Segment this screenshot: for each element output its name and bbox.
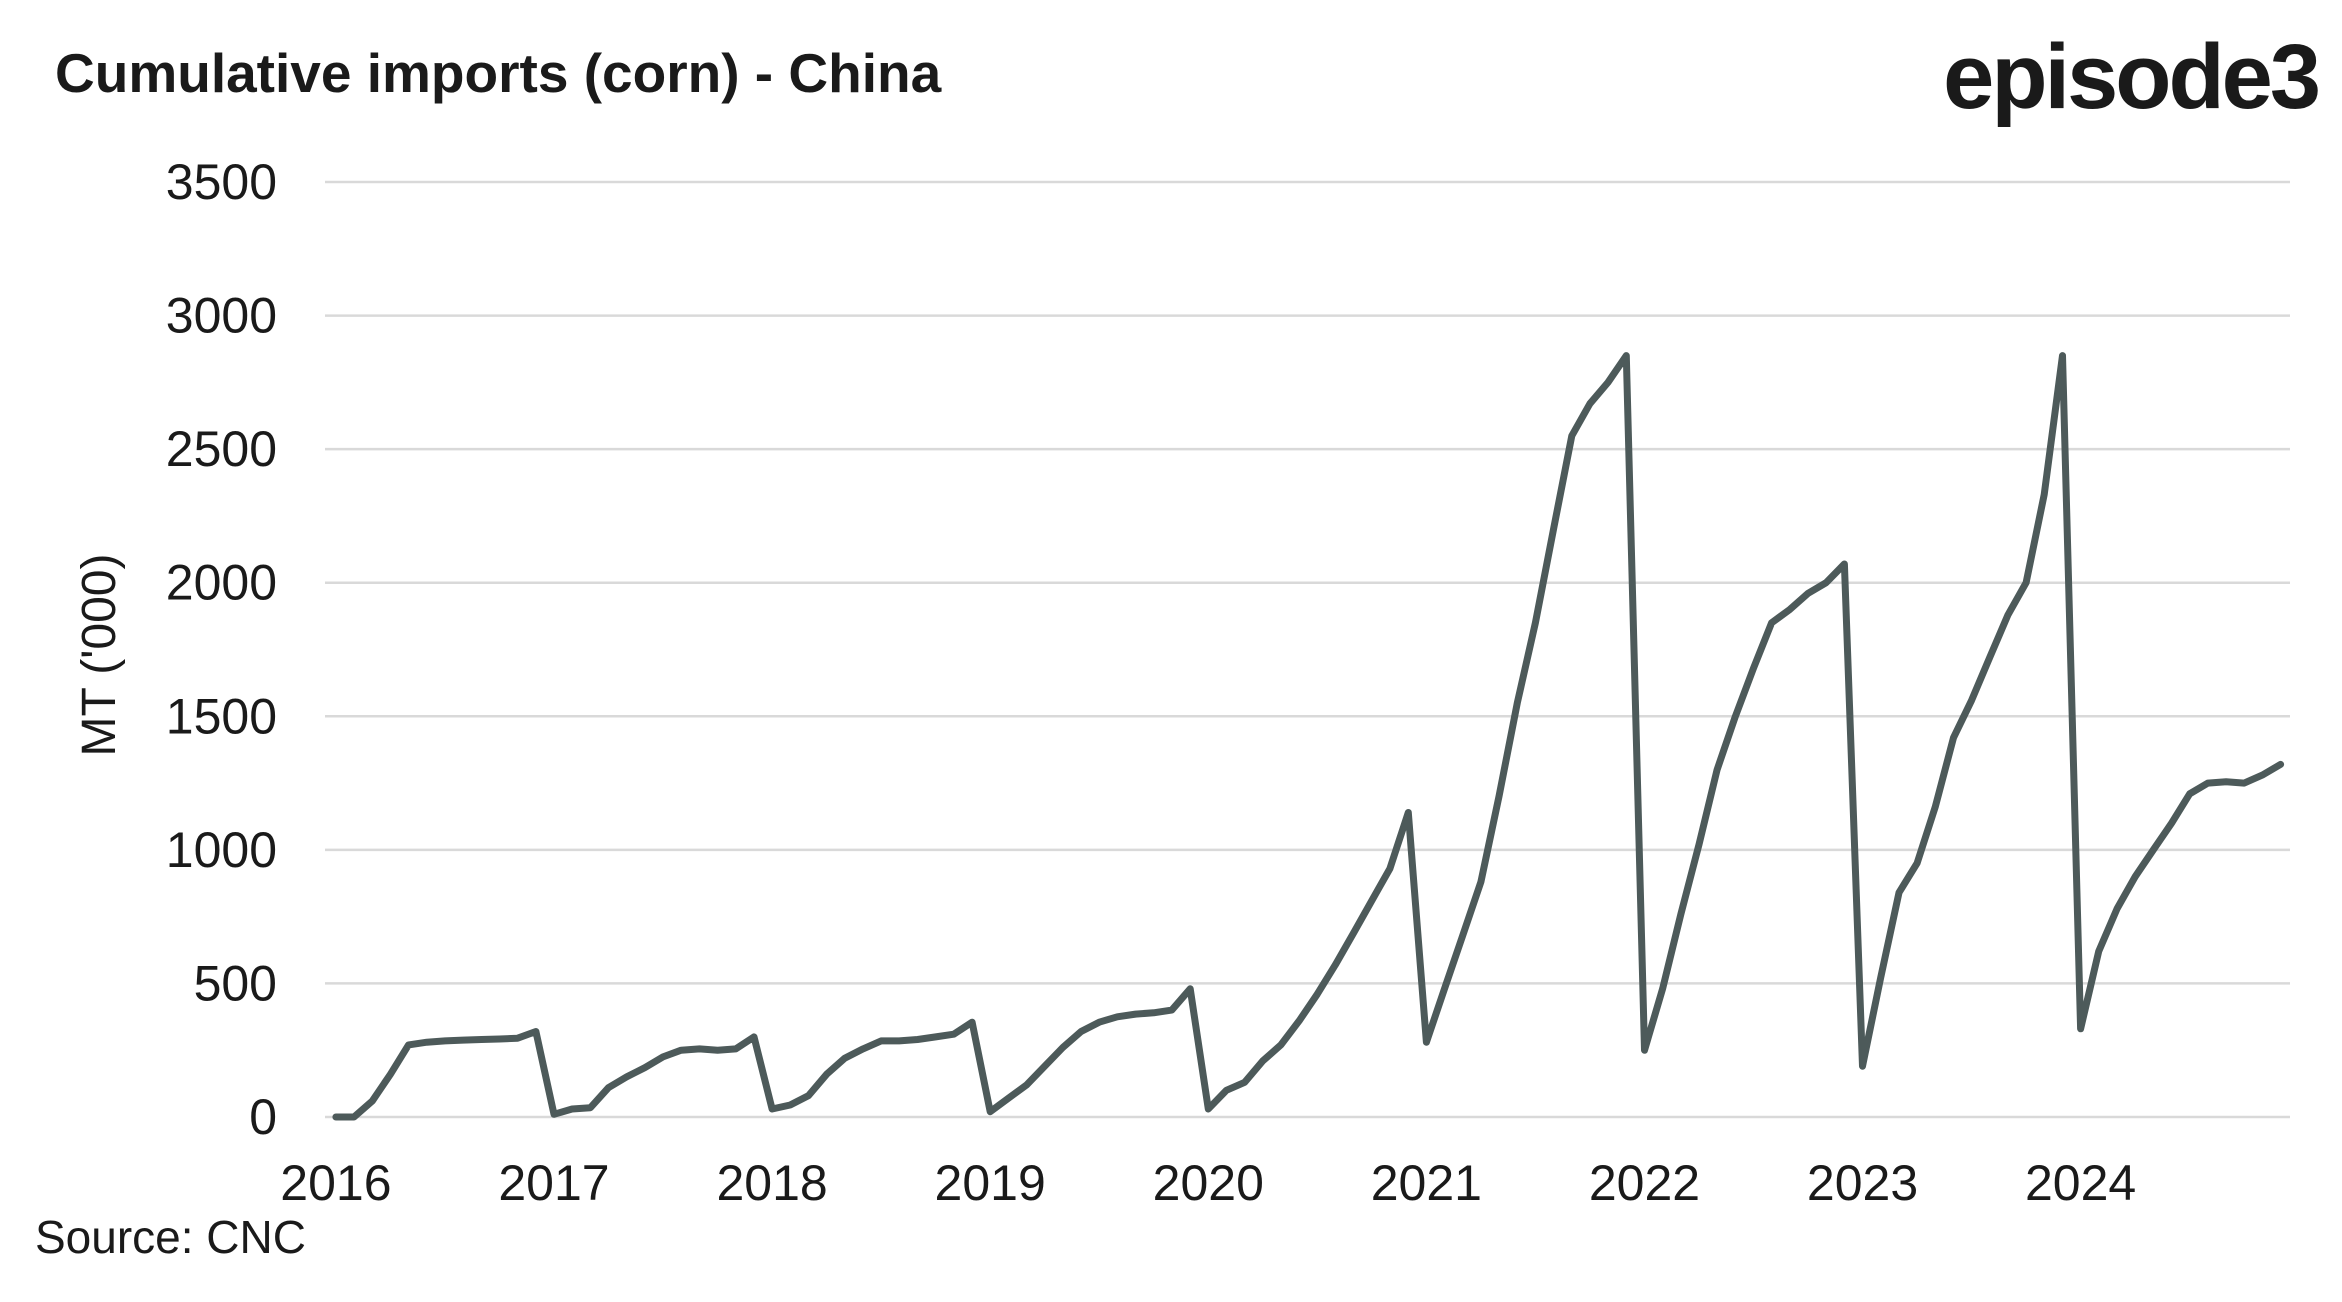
y-tick-label: 1500 — [166, 688, 277, 744]
x-tick-label: 2019 — [935, 1155, 1046, 1211]
chart-title: Cumulative imports (corn) - China — [55, 42, 942, 104]
x-tick-label: 2021 — [1371, 1155, 1482, 1211]
y-tick-label: 3500 — [166, 154, 277, 210]
source-note: Source: CNC — [35, 1211, 306, 1263]
y-tick-label: 500 — [194, 955, 277, 1011]
data-line — [332, 352, 2285, 1121]
y-axis-label: MT ('000) — [73, 554, 126, 757]
x-tick-label: 2018 — [716, 1155, 827, 1211]
brand-logo: episode3 — [1943, 26, 2318, 128]
x-tick-label: 2017 — [498, 1155, 609, 1211]
y-tick-label: 1000 — [166, 822, 277, 878]
x-tick-label: 2020 — [1153, 1155, 1264, 1211]
y-tick-label: 3000 — [166, 288, 277, 344]
x-tick-label: 2016 — [280, 1155, 391, 1211]
y-tick-label: 2500 — [166, 421, 277, 477]
x-tick-label: 2022 — [1589, 1155, 1700, 1211]
x-tick-label: 2023 — [1807, 1155, 1918, 1211]
y-tick-label: 0 — [249, 1089, 277, 1145]
y-tick-label: 2000 — [166, 555, 277, 611]
x-tick-label: 2024 — [2025, 1155, 2136, 1211]
